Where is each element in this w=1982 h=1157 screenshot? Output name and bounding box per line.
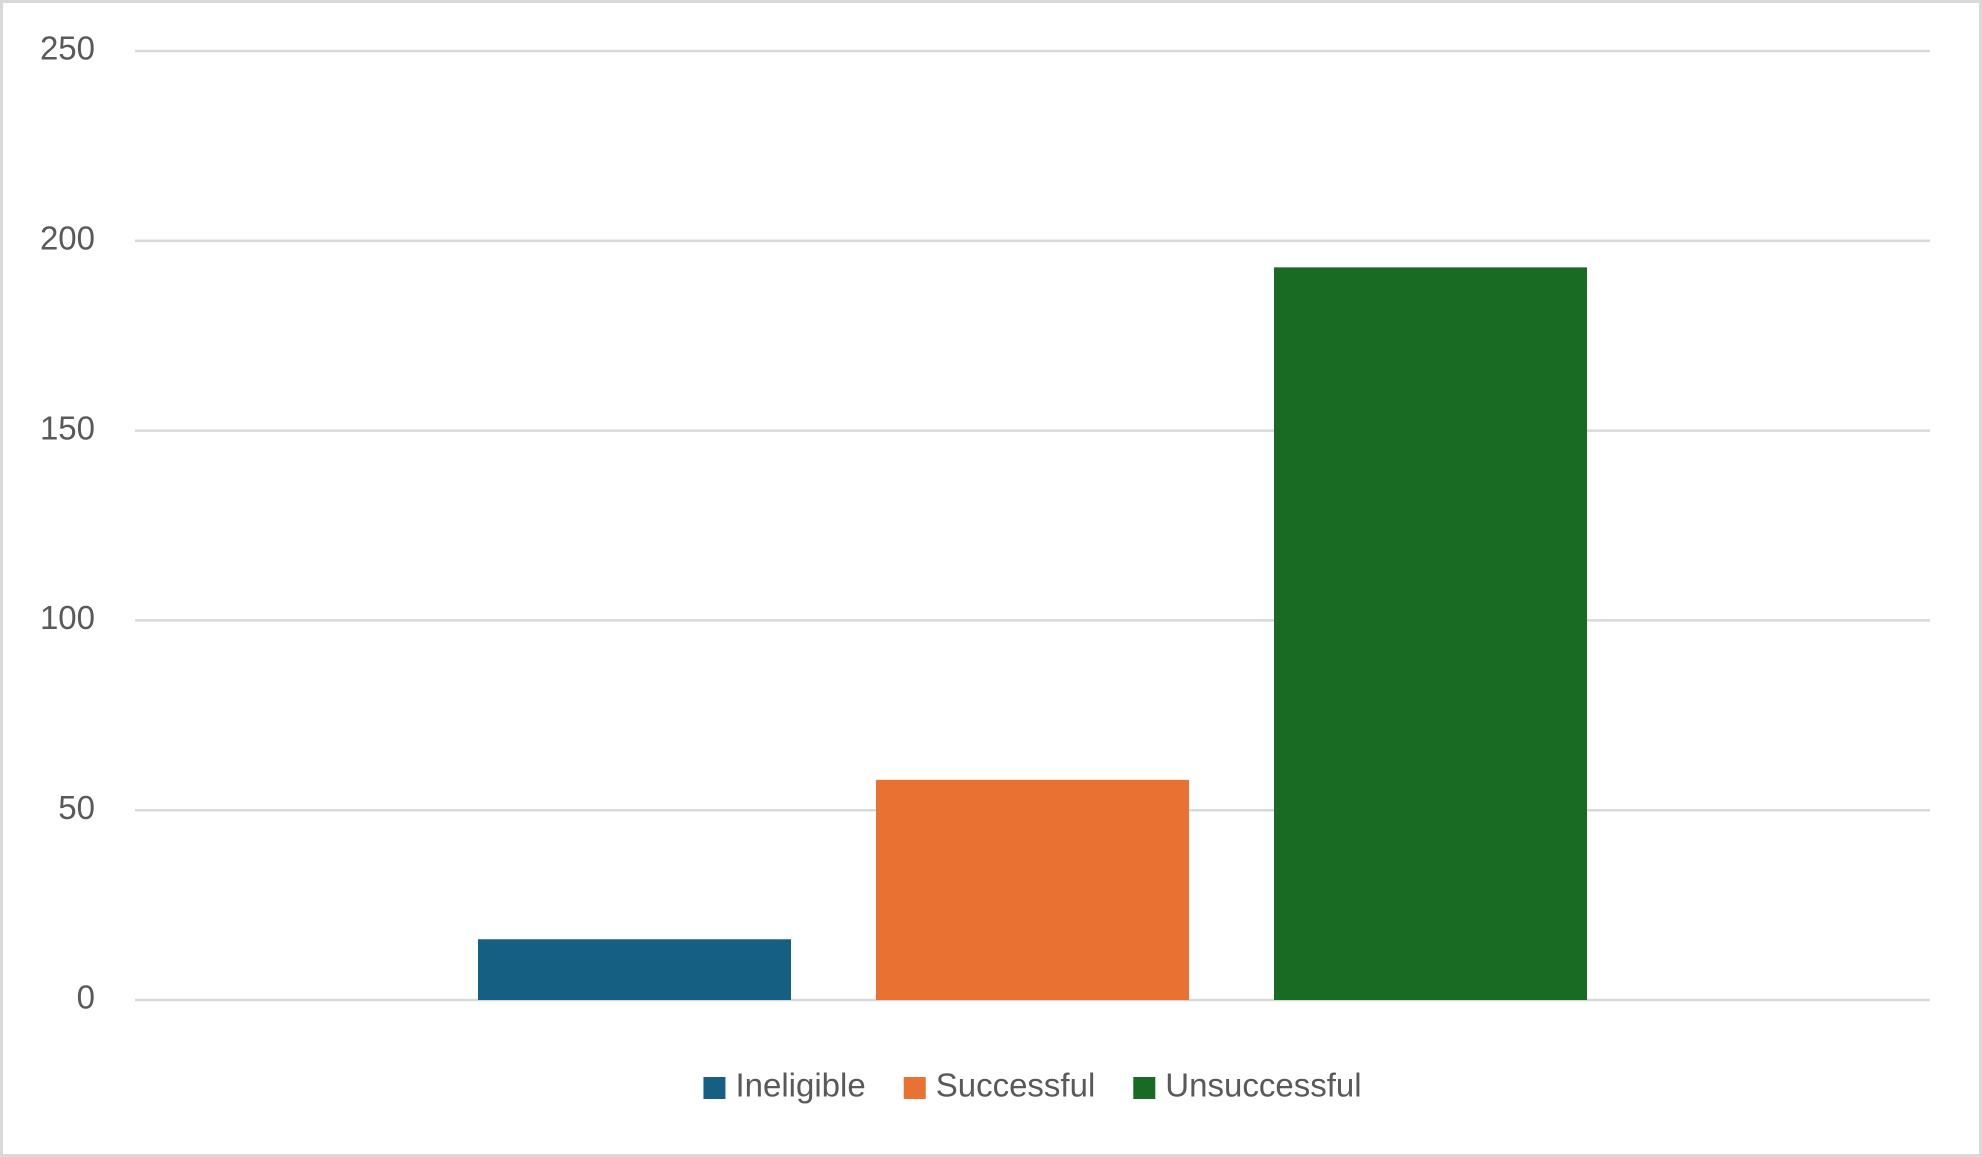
legend-swatch bbox=[703, 1077, 726, 1099]
legend-label: Successful bbox=[936, 1067, 1096, 1104]
y-tick-label: 50 bbox=[58, 789, 95, 826]
legend-swatch bbox=[1133, 1077, 1156, 1099]
y-tick-label: 0 bbox=[77, 979, 95, 1016]
bar bbox=[876, 779, 1189, 1000]
legend-swatch bbox=[903, 1077, 926, 1099]
y-tick-label: 250 bbox=[40, 30, 95, 67]
y-tick-label: 150 bbox=[40, 409, 95, 446]
legend-label: Unsuccessful bbox=[1165, 1067, 1361, 1104]
y-tick-label: 200 bbox=[40, 220, 95, 257]
bar bbox=[478, 939, 791, 1000]
bar bbox=[1274, 267, 1587, 1000]
legend-label: Ineligible bbox=[735, 1067, 865, 1104]
y-tick-label: 100 bbox=[40, 599, 95, 636]
